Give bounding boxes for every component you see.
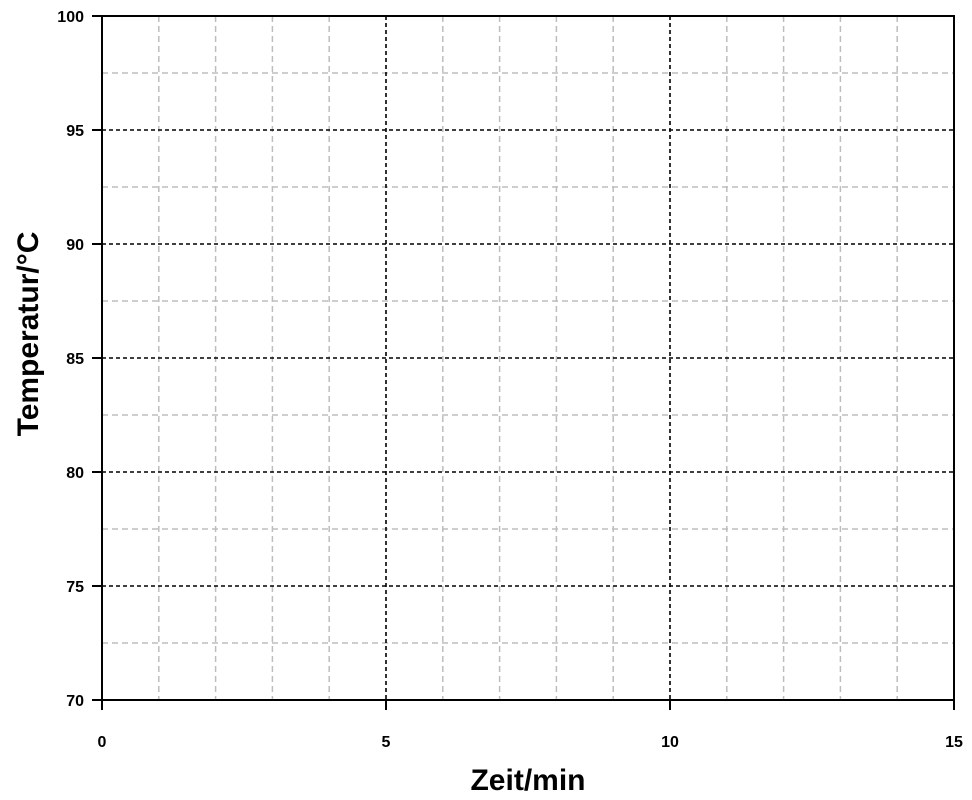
x-tick-label: 5 — [382, 734, 391, 751]
y-tick-label: 80 — [66, 465, 84, 482]
y-tick-label: 70 — [66, 693, 84, 710]
major-grid — [102, 16, 954, 700]
y-tick-label: 85 — [66, 351, 84, 368]
y-tick-label: 75 — [66, 579, 84, 596]
x-axis-title: Zeit/min — [470, 764, 585, 797]
y-tick-label: 90 — [66, 237, 84, 254]
x-axis-ticks: 0 5 10 15 — [98, 700, 963, 751]
y-tick-label: 95 — [66, 123, 84, 140]
x-tick-label: 0 — [98, 734, 107, 751]
x-tick-label: 10 — [661, 734, 679, 751]
x-tick-label: 15 — [945, 734, 963, 751]
y-axis-ticks: 70 75 80 85 90 95 100 — [57, 9, 102, 710]
y-axis-title: Temperatur/°C — [12, 232, 45, 437]
y-tick-label: 100 — [57, 9, 84, 26]
